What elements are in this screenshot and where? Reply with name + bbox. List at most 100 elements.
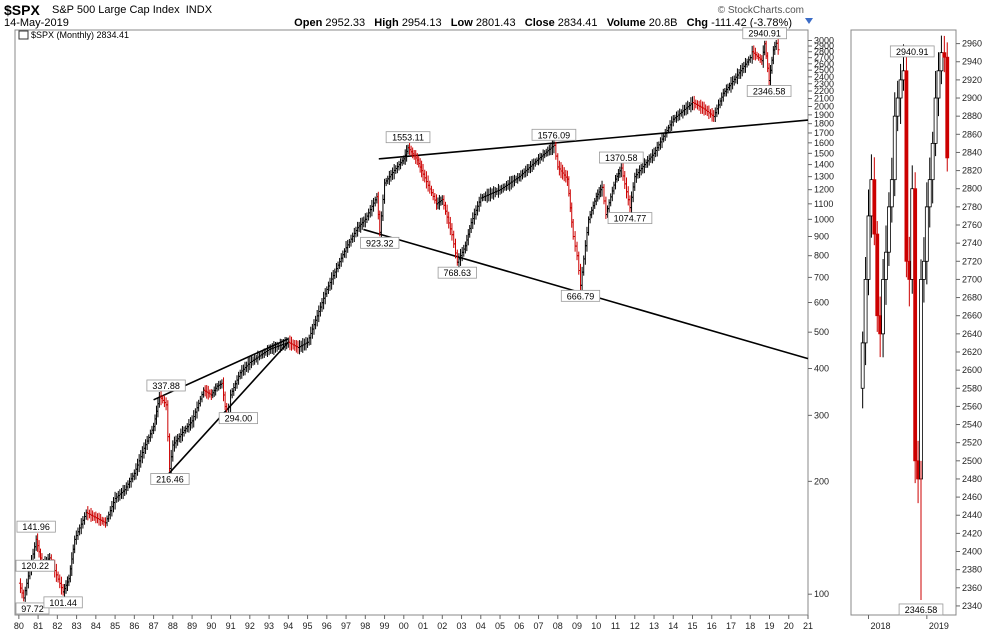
y-tick-label: 700 (814, 272, 829, 282)
inset-y-tick-label: 2660 (962, 311, 982, 321)
y-tick-label: 2900 (814, 41, 834, 51)
x-tick-label: 99 (380, 621, 390, 631)
y-tick-label: 1100 (814, 199, 833, 209)
y-tick-label: 1200 (814, 185, 834, 195)
inset-candle-body (881, 279, 885, 335)
inset-candle-body (904, 70, 909, 262)
y-tick-label: 2800 (814, 47, 834, 57)
inset-annotation-box (889, 45, 935, 58)
inset-y-tick-label: 2940 (962, 57, 982, 67)
y-tick-label: 200 (814, 476, 829, 486)
inset-y-tick-label: 2360 (962, 583, 982, 593)
inset-y-tick-label: 2440 (962, 510, 982, 520)
x-tick-label: 82 (52, 621, 62, 631)
x-tick-label: 89 (187, 621, 197, 631)
y-tick-label: 1500 (814, 148, 834, 158)
inset-y-tick-label: 2540 (962, 420, 982, 430)
inset-candle-body (927, 179, 932, 208)
legend-swatch-icon (18, 30, 29, 40)
y-tick-label: 3000 (814, 36, 834, 46)
brand-watermark: © StockCharts.com (717, 5, 804, 16)
y-tick-label: 1900 (814, 110, 834, 120)
low-label: Low (450, 17, 473, 29)
inset-y-tick-label: 2600 (962, 365, 982, 375)
inset-candle-body (892, 115, 897, 181)
inset-y-tick-label: 2620 (962, 347, 982, 357)
inset-candle-body (860, 342, 865, 389)
security-name: S&P 500 Large Cap Index INDX (52, 4, 212, 16)
annotation-box (531, 128, 577, 141)
x-tick-label: 90 (206, 621, 216, 631)
inset-candle-body (930, 142, 935, 181)
inset-annotation-label: 2346.58 (905, 605, 938, 615)
annotation-box (15, 602, 50, 615)
chart-date: 14-May-2019 (4, 17, 69, 29)
x-tick-label: 21 (803, 621, 813, 631)
annotation-box (385, 131, 431, 144)
inset-candle-body (919, 279, 923, 480)
inset-candle-body (895, 97, 900, 117)
close-value: 2834.41 (557, 17, 598, 29)
inset-chart-marks: 2018 2019 2340 2360 2380 2400 2420 2440 2460 2480… (860, 35, 982, 631)
x-tick-label: 85 (110, 621, 120, 631)
x-tick-label: 92 (245, 621, 255, 631)
x-tick-label: 03 (457, 621, 467, 631)
x-tick-label: 06 (514, 621, 524, 631)
annotation-label: 120.22 (21, 561, 49, 571)
inset-candle-body (939, 52, 944, 72)
y-tick-label: 800 (814, 251, 829, 261)
x-tick-label: 96 (322, 621, 332, 631)
inset-annotation-label: 2940.91 (896, 47, 929, 57)
x-tick-label: 83 (72, 621, 82, 631)
annotation-box (15, 559, 55, 572)
inset-x-tick-label: 2018 (870, 621, 890, 631)
y-tick-label: 500 (814, 327, 829, 337)
x-tick-label: 13 (649, 621, 659, 631)
inset-y-tick-label: 2700 (962, 274, 982, 284)
annotation-label: 768.63 (444, 268, 472, 278)
x-tick-label: 16 (707, 621, 717, 631)
y-tick-label: 1300 (814, 172, 834, 182)
inset-y-tick-label: 2840 (962, 147, 982, 157)
y-tick-label: 1000 (814, 214, 834, 224)
open-value: 2952.33 (325, 17, 366, 29)
annotation-box (560, 289, 601, 302)
y-tick-label: 2500 (814, 65, 834, 75)
y-tick-label: 2400 (814, 72, 834, 82)
x-tick-label: 98 (360, 621, 370, 631)
annotation-label: 1576.09 (538, 130, 571, 140)
inset-y-tick-label: 2880 (962, 111, 982, 121)
main-plot-frame (14, 29, 809, 616)
x-tick-label: 15 (688, 621, 698, 631)
x-tick-label: 17 (726, 621, 736, 631)
annotation-label: 337.88 (152, 381, 180, 391)
open-label: Open (294, 17, 323, 29)
annotation-label: 101.44 (49, 598, 77, 608)
inset-y-tick-label: 2900 (962, 93, 982, 103)
chg-value: -111.42 (-3.78%) (711, 17, 792, 29)
annotation-box (16, 520, 56, 533)
inset-candle-body (872, 179, 877, 235)
x-tick-label: 01 (418, 621, 428, 631)
y-tick-label: 2000 (814, 102, 834, 112)
main-chart-marks: 80 81 82 83 84 85 86 87 88 89 90 91 92 93 94 95 96 97 98 99… (14, 27, 834, 631)
x-tick-label: 07 (534, 621, 544, 631)
volume-label: Volume (606, 17, 646, 29)
inset-y-tick-label: 2580 (962, 383, 982, 393)
inset-candle-body (924, 206, 929, 262)
annotation-box (607, 212, 653, 225)
volume-value: 20.8B (648, 17, 678, 29)
dropdown-arrow-icon[interactable] (805, 18, 813, 24)
annotation-box (150, 473, 190, 485)
inset-y-tick-label: 2760 (962, 220, 982, 230)
annotation-box (218, 412, 258, 425)
x-tick-label: 81 (33, 621, 43, 631)
annotation-box (742, 27, 787, 40)
x-tick-label: 84 (91, 621, 101, 631)
annotation-label: 923.32 (366, 238, 394, 248)
x-tick-label: 94 (283, 621, 293, 631)
inset-candle-body (942, 52, 947, 58)
inset-candle-body (913, 188, 918, 462)
y-tick-label: 2100 (814, 94, 834, 104)
